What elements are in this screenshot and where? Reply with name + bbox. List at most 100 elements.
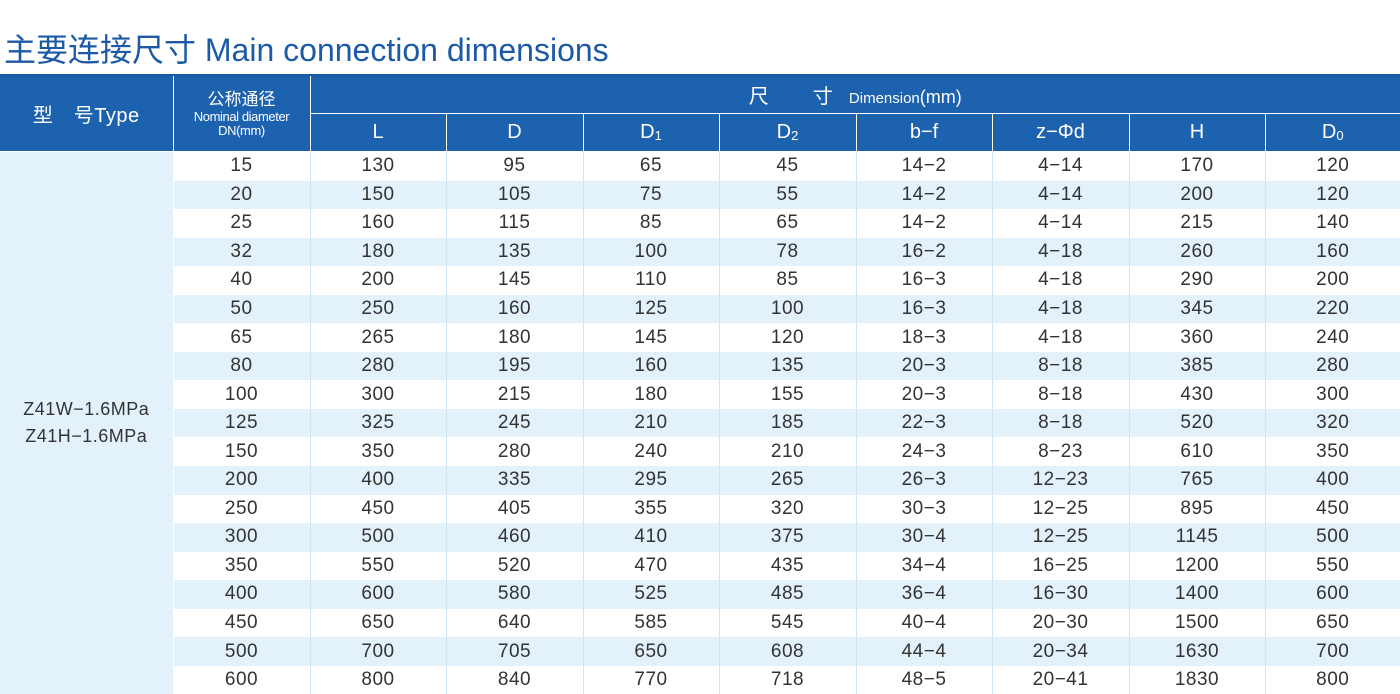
dimension-cell: 8−18 xyxy=(992,408,1130,438)
nominal-diameter-cell: 40 xyxy=(173,266,311,295)
dimension-cell: 265 xyxy=(310,323,447,352)
nominal-diameter-cell: 100 xyxy=(173,380,311,409)
dimension-cell: 400 xyxy=(1265,466,1400,495)
dimension-cell: 26−3 xyxy=(856,466,993,495)
dimension-cell: 385 xyxy=(1129,351,1266,381)
nominal-diameter-cell: 150 xyxy=(173,437,311,467)
column-header: D1 xyxy=(583,113,720,152)
dimension-cell: 12−23 xyxy=(992,466,1130,495)
dimension-cell: 100 xyxy=(719,294,857,324)
dimension-cell: 20−3 xyxy=(856,380,993,409)
dimension-cell: 195 xyxy=(446,351,584,381)
dimension-cell: 280 xyxy=(310,351,447,381)
dimension-cell: 20−30 xyxy=(992,608,1130,638)
nominal-diameter-cell: 250 xyxy=(173,494,311,524)
dimension-cell: 44−4 xyxy=(856,637,993,666)
dimension-cell: 12−25 xyxy=(992,523,1130,552)
dimension-cell: 180 xyxy=(310,237,447,267)
dimension-cell: 705 xyxy=(446,637,584,666)
column-header-label: D xyxy=(640,121,655,143)
table-row: Z41W−1.6MPa Z41H−1.6MPa 15 130 95 65 45 14−2 4−1… xyxy=(0,151,1400,694)
dimension-cell: 460 xyxy=(446,523,584,552)
dimension-cell: 4−14 xyxy=(992,151,1130,181)
dimension-cell: 65 xyxy=(719,209,857,238)
dimension-cell: 24−3 xyxy=(856,437,993,467)
dimension-cell: 580 xyxy=(446,580,584,609)
dimension-cell: 410 xyxy=(583,523,720,552)
dimensions-table: 型 号Type 公称通径 Nominal diameter DN(mm) 尺 寸… xyxy=(0,76,1400,694)
dimension-cell: 435 xyxy=(719,551,857,581)
dimension-cell: 550 xyxy=(1265,551,1400,581)
dimension-cell: 200 xyxy=(310,266,447,295)
nominal-diameter-cell: 32 xyxy=(173,237,311,267)
dimension-cell: 320 xyxy=(719,494,857,524)
column-header: L xyxy=(310,113,447,152)
table-row: 20 150 105 75 55 14−2 4−14 200 120 xyxy=(0,180,1400,210)
dimension-cell: 120 xyxy=(1265,151,1400,181)
nominal-diameter-cell: 50 xyxy=(173,294,311,324)
dimension-cell: 8−18 xyxy=(992,351,1130,381)
dimension-cell: 895 xyxy=(1129,494,1266,524)
dimension-cell: 100 xyxy=(583,237,720,267)
dimension-cell: 20−41 xyxy=(992,665,1130,694)
dimension-cell: 16−2 xyxy=(856,237,993,267)
dimension-cell: 140 xyxy=(1265,209,1400,238)
dimension-cell: 125 xyxy=(583,294,720,324)
dimension-header-en: Dimension xyxy=(844,90,920,107)
dimension-cell: 8−18 xyxy=(992,380,1130,409)
dimension-cell: 22−3 xyxy=(856,408,993,438)
dimension-cell: 85 xyxy=(719,266,857,295)
dimension-cell: 16−3 xyxy=(856,266,993,295)
dimension-cell: 135 xyxy=(446,237,584,267)
column-header-label: D xyxy=(776,121,792,143)
column-header: D0 xyxy=(1265,113,1400,152)
table-row: 125 325 245 210 185 22−3 8−18 520 320 xyxy=(0,408,1400,438)
dimension-cell: 610 xyxy=(1129,437,1266,467)
dimension-cell: 18−3 xyxy=(856,323,993,352)
dimension-cell: 470 xyxy=(583,551,720,581)
dimension-cell: 135 xyxy=(719,351,857,381)
dimension-cell: 765 xyxy=(1129,466,1266,495)
title-divider xyxy=(0,74,1400,76)
nominal-diameter-header-zh: 公称通径 xyxy=(207,89,276,109)
dimension-cell: 375 xyxy=(719,523,857,552)
dimension-cell: 185 xyxy=(719,408,857,438)
dimension-header-zh: 尺 寸 xyxy=(748,86,845,108)
dimension-cell: 240 xyxy=(1265,323,1400,352)
dimension-header-unit: (mm) xyxy=(919,87,962,107)
dimension-cell: 4−14 xyxy=(992,180,1130,210)
dimension-cell: 1500 xyxy=(1129,608,1266,638)
dimension-cell: 34−4 xyxy=(856,551,993,581)
table-row: 400 600 580 525 485 36−4 16−30 1400 600 xyxy=(0,580,1400,609)
table-row: 100 300 215 180 155 20−3 8−18 430 300 xyxy=(0,380,1400,409)
dimension-cell: 30−3 xyxy=(856,494,993,524)
dimension-cell: 770 xyxy=(583,665,720,694)
dimension-cell: 95 xyxy=(446,151,584,181)
dimension-cell: 800 xyxy=(1265,665,1400,694)
dimension-cell: 4−18 xyxy=(992,266,1130,295)
dimension-cell: 450 xyxy=(310,494,447,524)
dimension-cell: 16−25 xyxy=(992,551,1130,581)
dimension-cell: 155 xyxy=(719,380,857,409)
dimension-cell: 360 xyxy=(1129,323,1266,352)
dimension-cell: 65 xyxy=(583,151,720,181)
dimension-cell: 170 xyxy=(1129,151,1266,181)
dimension-cell: 215 xyxy=(446,380,584,409)
nominal-diameter-cell: 15 xyxy=(173,151,311,181)
table-row: 500 700 705 650 608 44−4 20−34 1630 700 xyxy=(0,637,1400,666)
column-header: H xyxy=(1129,113,1266,152)
dimension-cell: 1630 xyxy=(1129,637,1266,666)
dimension-cell: 20−3 xyxy=(856,351,993,381)
column-header-label: D xyxy=(1321,121,1337,143)
dimension-cell: 500 xyxy=(1265,523,1400,552)
column-header: D2 xyxy=(719,113,857,152)
column-header-label: b−f xyxy=(909,121,939,143)
column-header-subscript: 0 xyxy=(1336,128,1344,143)
table-row: 40 200 145 110 85 16−3 4−18 290 200 xyxy=(0,266,1400,295)
dimension-cell: 115 xyxy=(446,209,584,238)
dimension-cell: 608 xyxy=(719,637,857,666)
dimension-cell: 160 xyxy=(1265,237,1400,267)
nominal-diameter-cell: 65 xyxy=(173,323,311,352)
dimension-cell: 650 xyxy=(310,608,447,638)
dimension-cell: 500 xyxy=(310,523,447,552)
